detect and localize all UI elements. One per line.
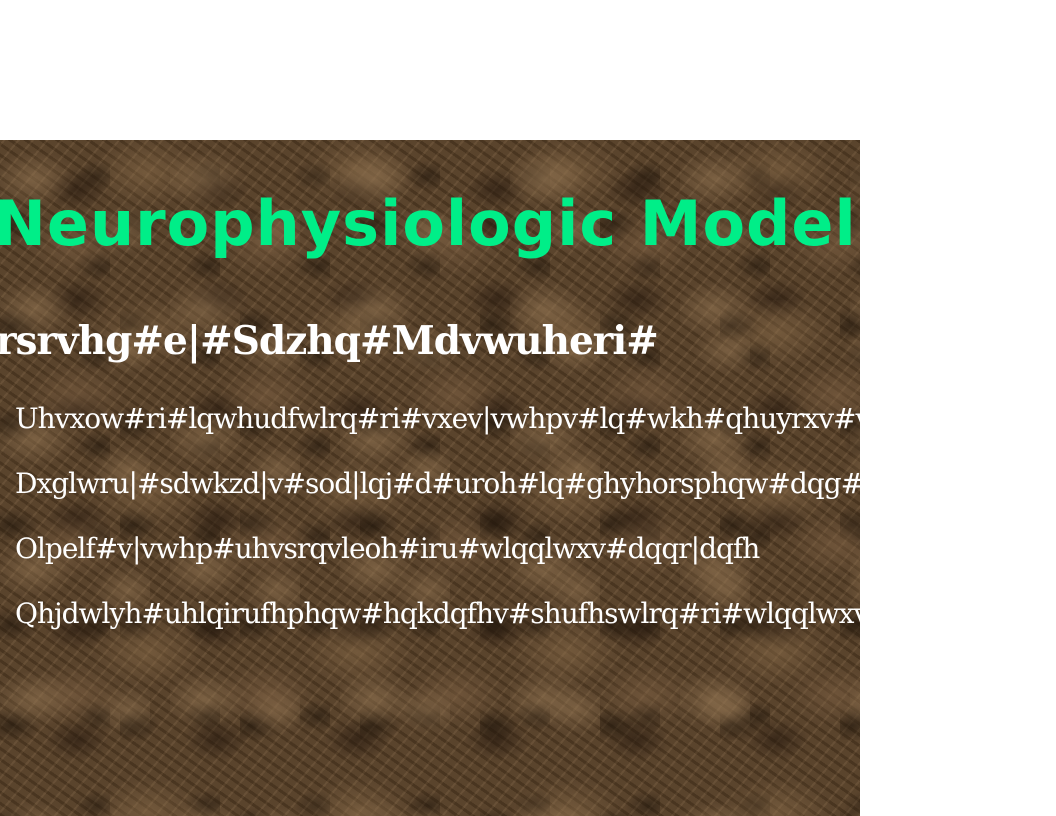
bullet-item: Qhjdwlyh#uhlqirufhphqw#hqkdqfhv#shufhswl… — [15, 597, 860, 630]
bullet-item: Dxglwru|#sdwkzd|v#sod|lqj#d#uroh#lq#ghyh… — [15, 467, 860, 500]
bullet-list: Uhvxow#ri#lqwhudfwlrq#ri#vxev|vwhpv#lq#w… — [15, 396, 860, 656]
bullet-item: Uhvxow#ri#lqwhudfwlrq#ri#vxev|vwhpv#lq#w… — [15, 402, 860, 435]
slide-subtitle: rsrvhg#e|#Sdzhq#Mdvwuheri# — [0, 318, 659, 364]
bullet-item: Olpelf#v|vwhp#uhvsrqvleoh#iru#wlqqlwxv#d… — [15, 532, 760, 565]
slide-title: Neurophysiologic Model — [0, 187, 857, 260]
slide: Neurophysiologic Model rsrvhg#e|#Sdzhq#M… — [0, 140, 860, 816]
